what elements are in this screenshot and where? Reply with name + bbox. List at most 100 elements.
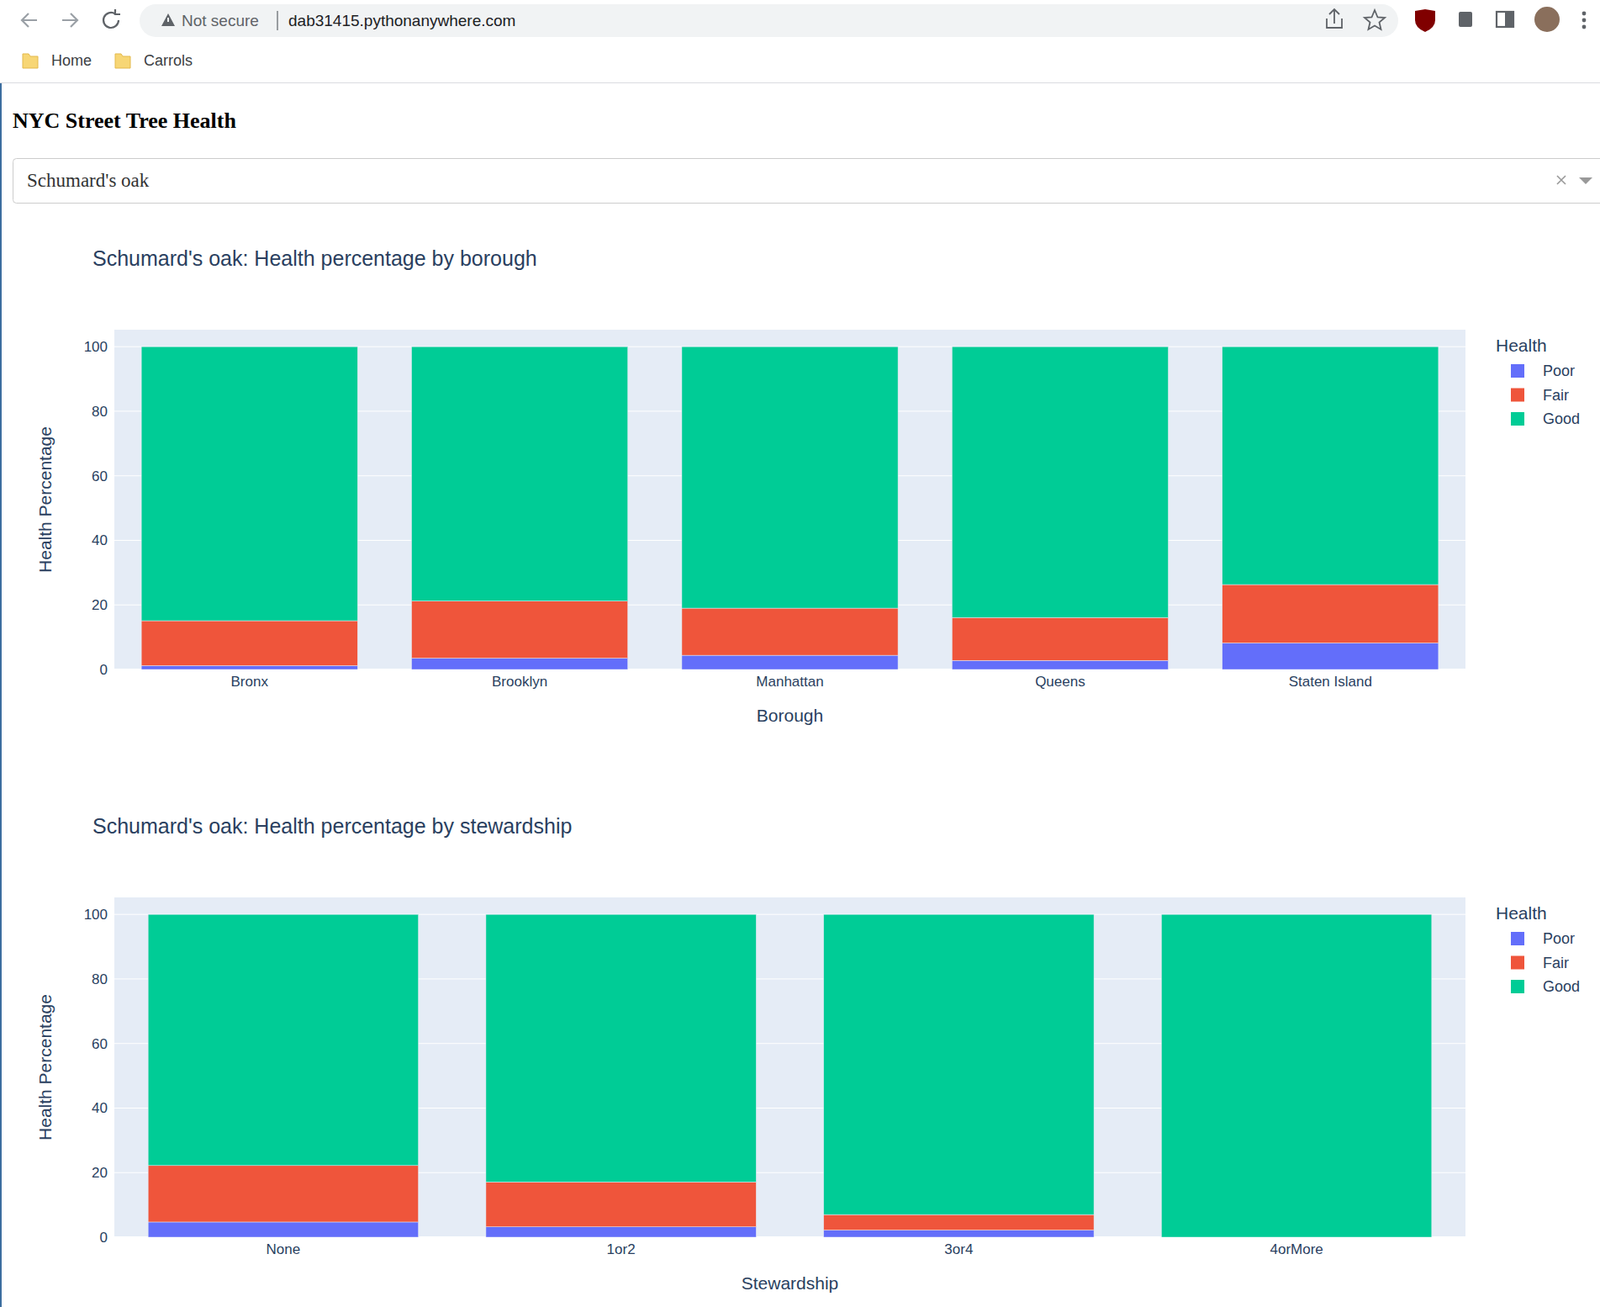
extension-ublock[interactable] bbox=[1415, 9, 1436, 32]
bars bbox=[141, 346, 1439, 670]
plot-area bbox=[114, 897, 1466, 1237]
y-tick-label: 80 bbox=[91, 403, 108, 420]
y-tick-label: 40 bbox=[91, 1099, 108, 1116]
bar-segment bbox=[141, 665, 358, 670]
x-tick-label: None bbox=[266, 1240, 301, 1257]
bar-segment bbox=[681, 346, 898, 608]
bar-segment bbox=[681, 654, 898, 670]
legend-swatch[interactable] bbox=[1510, 388, 1525, 402]
address-separator bbox=[276, 10, 278, 31]
bar-segment bbox=[1222, 584, 1439, 643]
bookmark[interactable]: Carrols bbox=[143, 52, 193, 69]
bookmark-folder-icon bbox=[22, 53, 38, 69]
dropdown-clear[interactable] bbox=[1557, 175, 1566, 185]
bar-segment bbox=[681, 607, 898, 655]
back-button[interactable] bbox=[21, 13, 37, 27]
x-axis-title: Stewardship bbox=[741, 1272, 840, 1293]
legend-title: Health bbox=[1495, 335, 1548, 355]
dropdown-arrow[interactable] bbox=[1578, 177, 1593, 185]
bookmark-star[interactable] bbox=[1364, 10, 1385, 30]
x-tick-label: Manhattan bbox=[755, 673, 824, 690]
toolbar-divider bbox=[0, 82, 1600, 84]
warning-icon bbox=[161, 13, 175, 27]
legend-entry[interactable]: Good bbox=[1542, 977, 1580, 995]
page: Not secure dab31415.pythonanywhere.com Hom… bbox=[0, 0, 1600, 1307]
legend-swatch[interactable] bbox=[1510, 955, 1525, 970]
bar-segment bbox=[147, 1221, 418, 1237]
legend-entry[interactable]: Good bbox=[1542, 410, 1580, 428]
menu-dot bbox=[1582, 11, 1587, 16]
y-tick-label: 80 bbox=[91, 971, 108, 988]
legend-title: Health bbox=[1495, 902, 1548, 923]
y-tick-label: 20 bbox=[91, 1164, 108, 1181]
page-heading: NYC Street Tree Health bbox=[12, 108, 237, 133]
bar-segment bbox=[823, 1230, 1094, 1237]
bar-segment bbox=[141, 346, 358, 621]
bar-segment bbox=[411, 601, 629, 659]
legend-entry[interactable]: Fair bbox=[1542, 386, 1569, 404]
dropdown-value[interactable]: Schumard's oak bbox=[26, 169, 150, 191]
x-tick-label: Bronx bbox=[230, 673, 269, 690]
bar-segment bbox=[951, 660, 1168, 670]
address-bar[interactable] bbox=[139, 4, 1399, 37]
x-axis-title: Borough bbox=[756, 705, 824, 725]
warning-icon-mark bbox=[167, 17, 169, 22]
bar-segment bbox=[141, 620, 358, 666]
chart-title: Schumard's oak: Health percentage by bor… bbox=[92, 246, 538, 270]
y-tick-label: 0 bbox=[100, 661, 108, 678]
bar-segment bbox=[1161, 913, 1432, 1237]
security-label: Not secure bbox=[181, 11, 259, 30]
chart: Schumard's oak: Health percentage by bor… bbox=[35, 246, 1580, 725]
bar-segment bbox=[147, 1165, 418, 1222]
bar-segment bbox=[147, 913, 418, 1166]
bar-segment bbox=[411, 658, 629, 670]
bar-segment bbox=[411, 346, 629, 601]
bar-segment bbox=[485, 1226, 756, 1237]
legend-swatch[interactable] bbox=[1510, 364, 1525, 378]
y-tick-label: 60 bbox=[91, 468, 108, 485]
y-tick-label: 40 bbox=[91, 532, 108, 549]
browser-toolbar bbox=[0, 0, 1600, 83]
chart: Schumard's oak: Health percentage by ste… bbox=[35, 813, 1580, 1293]
url: dab31415.pythonanywhere.com bbox=[288, 11, 516, 30]
y-tick-label: 100 bbox=[84, 338, 108, 355]
x-tick-label: Brooklyn bbox=[491, 673, 548, 690]
legend-entry[interactable]: Fair bbox=[1542, 954, 1569, 972]
bar-segment bbox=[485, 1181, 756, 1226]
x-tick-label: Queens bbox=[1034, 673, 1086, 690]
x-tick-label: 1or2 bbox=[607, 1240, 636, 1257]
reload-button[interactable] bbox=[103, 9, 121, 28]
y-tick-label: 20 bbox=[91, 596, 108, 613]
legend-swatch[interactable] bbox=[1510, 411, 1525, 426]
share-icon[interactable] bbox=[1326, 9, 1342, 28]
bars bbox=[147, 913, 1432, 1237]
bookmark-folder-icon bbox=[115, 53, 131, 69]
menu-dot bbox=[1582, 25, 1587, 30]
y-tick-label: 60 bbox=[91, 1035, 108, 1052]
y-axis-title: Health Percentage bbox=[35, 993, 55, 1141]
extensions-icon[interactable] bbox=[1458, 11, 1473, 27]
legend-entry[interactable]: Poor bbox=[1542, 929, 1575, 947]
x-tick-label: Staten Island bbox=[1288, 673, 1373, 690]
bar-segment bbox=[1222, 346, 1439, 585]
legend-swatch[interactable] bbox=[1510, 979, 1525, 993]
side-panel-icon[interactable] bbox=[1496, 11, 1514, 27]
profile-avatar[interactable] bbox=[1534, 6, 1560, 32]
menu-dot bbox=[1582, 18, 1587, 23]
plot-area bbox=[114, 329, 1466, 670]
species-dropdown[interactable] bbox=[13, 158, 1600, 204]
bar-segment bbox=[485, 913, 756, 1182]
legend-swatch[interactable] bbox=[1510, 931, 1525, 946]
side-panel-icon-fill bbox=[1504, 11, 1514, 27]
y-tick-label: 0 bbox=[100, 1229, 108, 1246]
bar-segment bbox=[823, 1214, 1094, 1230]
x-tick-label: 3or4 bbox=[944, 1240, 973, 1257]
bar-segment bbox=[1222, 643, 1439, 670]
bar-segment bbox=[951, 346, 1168, 618]
legend-entry[interactable]: Poor bbox=[1542, 362, 1575, 380]
x-tick-label: 4orMore bbox=[1269, 1240, 1323, 1257]
forward-button[interactable] bbox=[62, 13, 78, 27]
window-edge bbox=[0, 83, 2, 1307]
chart-title: Schumard's oak: Health percentage by ste… bbox=[92, 813, 572, 838]
bookmark[interactable]: Home bbox=[51, 52, 92, 69]
